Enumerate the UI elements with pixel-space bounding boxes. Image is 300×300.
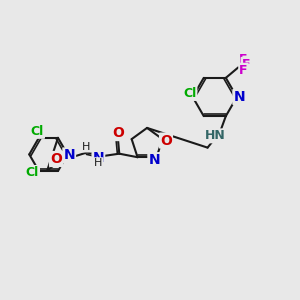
- Text: Cl: Cl: [26, 166, 39, 179]
- Text: N: N: [93, 151, 104, 164]
- Text: N: N: [233, 90, 245, 104]
- Text: F: F: [239, 64, 248, 77]
- Text: F: F: [242, 58, 250, 71]
- Text: F: F: [238, 52, 247, 65]
- Text: O: O: [160, 134, 172, 148]
- Text: O: O: [50, 152, 62, 166]
- Text: O: O: [112, 126, 124, 140]
- Text: Cl: Cl: [31, 125, 44, 138]
- Text: H: H: [82, 142, 91, 152]
- Text: HN: HN: [205, 129, 226, 142]
- Text: N: N: [63, 148, 75, 162]
- Text: H: H: [94, 158, 103, 168]
- Text: Cl: Cl: [183, 87, 196, 100]
- Text: N: N: [148, 153, 160, 167]
